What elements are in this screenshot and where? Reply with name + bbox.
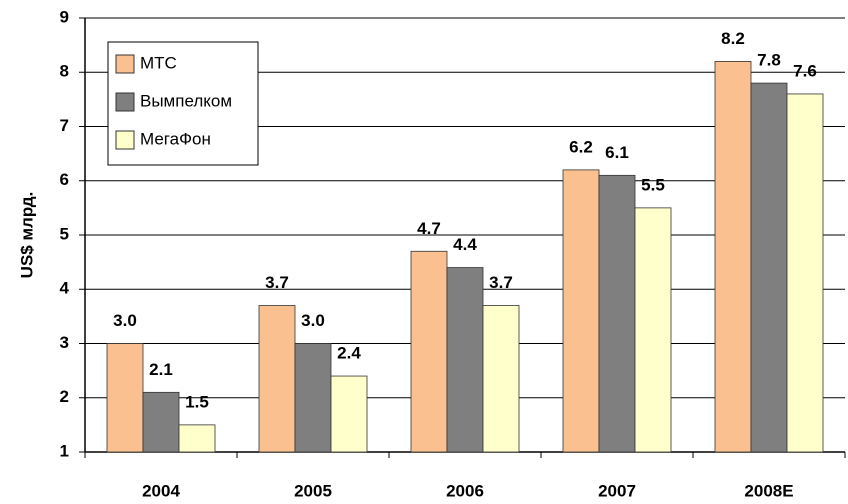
x-tick-label: 2006 xyxy=(446,481,484,500)
data-label: 4.7 xyxy=(417,219,441,238)
data-label: 6.2 xyxy=(569,137,593,156)
bar xyxy=(634,207,672,453)
data-label: 3.0 xyxy=(301,311,325,330)
bar xyxy=(482,305,520,453)
data-label: 2.4 xyxy=(337,344,361,363)
y-tick-label: 7 xyxy=(60,116,69,135)
bar xyxy=(598,174,636,453)
data-label: 4.4 xyxy=(453,235,477,254)
x-tick-label: 2008E xyxy=(744,481,793,500)
bar xyxy=(714,61,752,453)
data-label: 3.0 xyxy=(113,311,137,330)
data-label: 8.2 xyxy=(721,29,745,48)
bar xyxy=(786,93,824,453)
legend-swatch xyxy=(115,92,135,112)
bar xyxy=(106,343,144,453)
bar xyxy=(142,391,180,453)
data-label: 3.7 xyxy=(265,273,289,292)
y-axis-label: US$ млрд. xyxy=(17,192,36,279)
legend-label: МТС xyxy=(140,53,177,72)
data-label: 6.1 xyxy=(605,143,629,162)
y-tick-label: 1 xyxy=(60,441,69,460)
y-tick-label: 5 xyxy=(60,224,69,243)
data-label: 2.1 xyxy=(149,360,173,379)
y-tick-label: 2 xyxy=(60,387,69,406)
x-tick-label: 2005 xyxy=(294,481,332,500)
y-tick-label: 8 xyxy=(60,62,69,81)
bar xyxy=(750,82,788,453)
bar xyxy=(330,375,368,453)
data-label: 3.7 xyxy=(489,273,513,292)
data-label: 5.5 xyxy=(641,175,665,194)
data-label: 1.5 xyxy=(185,392,209,411)
legend-label: МегаФон xyxy=(140,129,211,148)
data-label: 7.6 xyxy=(793,61,817,80)
legend-label: Вымпелком xyxy=(140,91,232,110)
y-tick-label: 9 xyxy=(60,7,69,26)
bar xyxy=(178,424,216,453)
bar xyxy=(446,267,484,453)
bar xyxy=(294,343,332,453)
legend-swatch xyxy=(115,54,135,74)
bar xyxy=(410,250,448,453)
y-tick-label: 6 xyxy=(60,170,69,189)
legend-swatch xyxy=(115,130,135,150)
bar xyxy=(258,305,296,453)
x-tick-label: 2004 xyxy=(142,481,180,500)
y-tick-label: 3 xyxy=(60,333,69,352)
y-tick-label: 4 xyxy=(60,279,70,298)
x-tick-label: 2007 xyxy=(598,481,636,500)
bar xyxy=(562,169,600,453)
data-label: 7.8 xyxy=(757,51,781,70)
